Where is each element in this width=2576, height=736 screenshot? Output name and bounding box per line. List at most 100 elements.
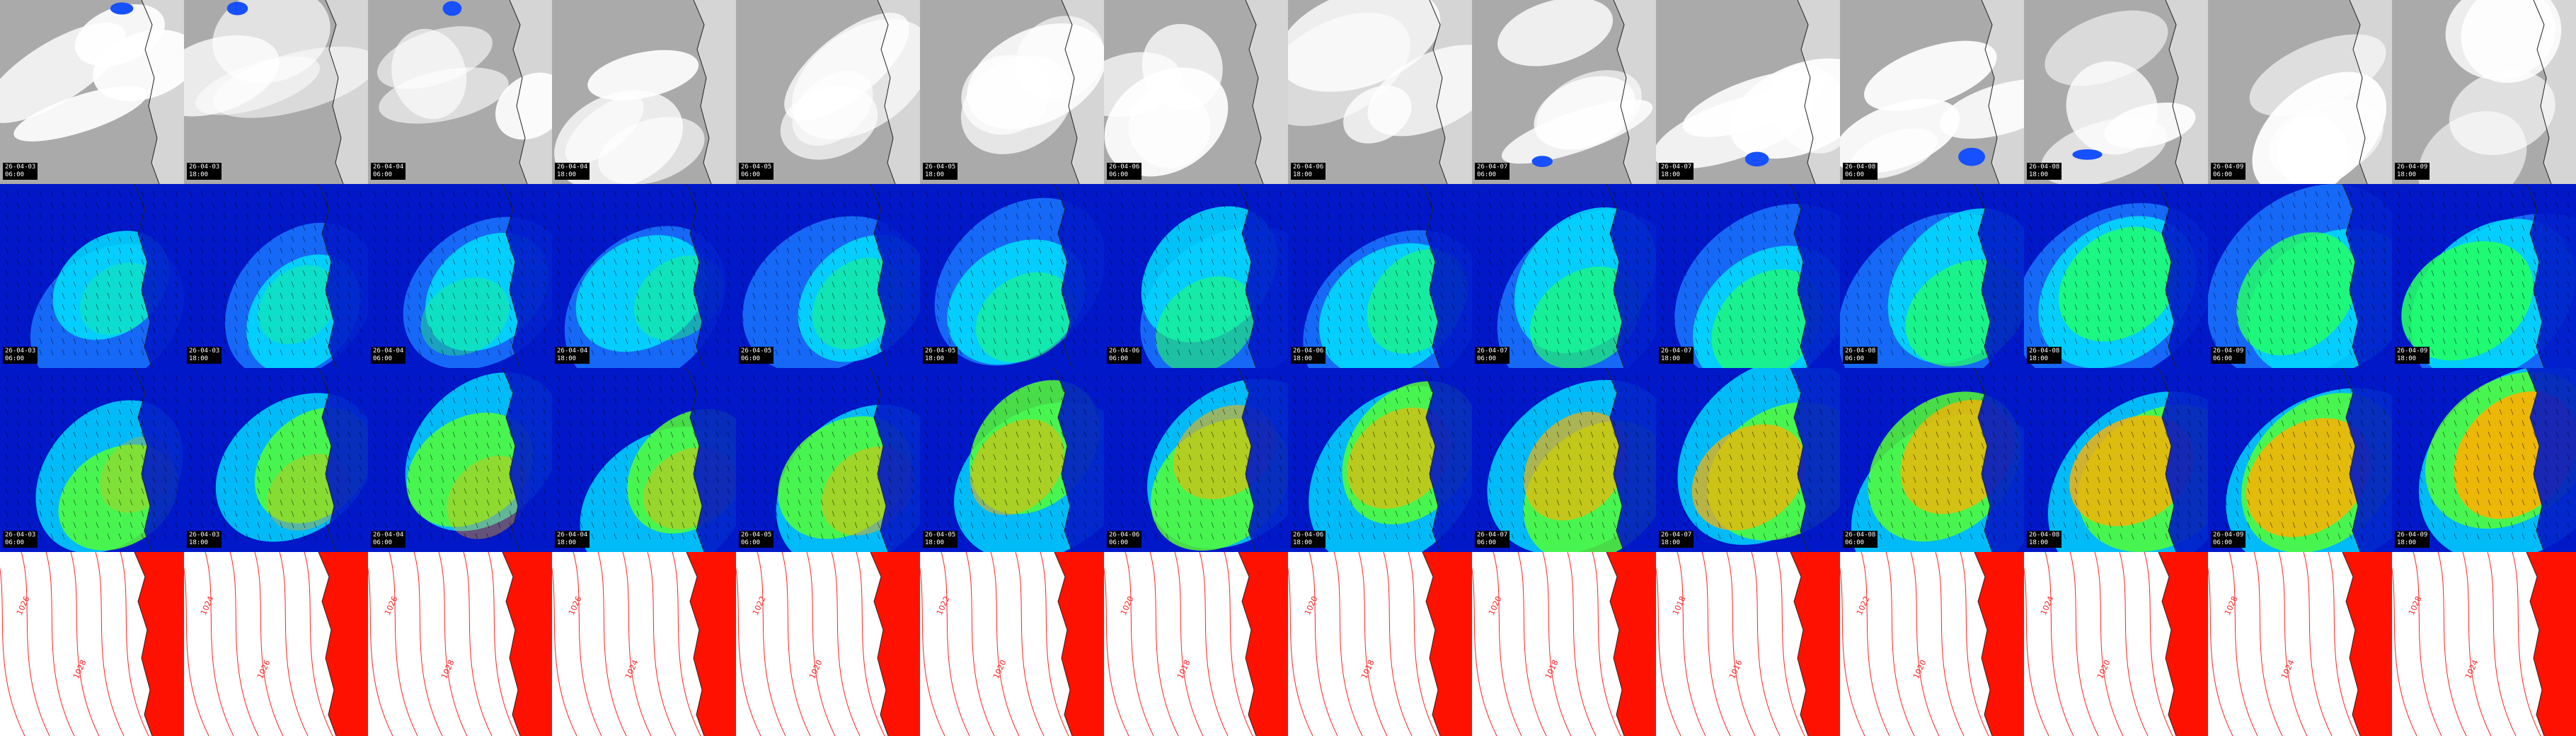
timestamp-badge: 26-04-08 06:00 <box>1843 531 1878 548</box>
wind-arrows <box>5 190 178 356</box>
timestamp-badge: 26-04-09 18:00 <box>2395 163 2430 180</box>
timestamp-date: 26-04-09 <box>2397 531 2428 539</box>
timestamp-badge: 26-04-07 18:00 <box>1659 531 1694 548</box>
coastline <box>1422 368 1441 552</box>
land-area <box>686 552 736 736</box>
isobar-line <box>1840 567 1865 736</box>
isobar-line <box>672 552 701 736</box>
wind-arrows <box>1661 190 1834 356</box>
land-area <box>1798 0 1840 184</box>
timestamp-date: 26-04-05 <box>741 163 772 171</box>
satellite-map <box>552 0 736 184</box>
satellite-map <box>1288 0 1472 184</box>
coastline <box>134 184 153 368</box>
wind-gust-panel: 26-04-05 18:00 <box>920 368 1104 552</box>
land-area <box>2350 0 2392 184</box>
wind-speed-panel: 26-04-09 18:00 <box>2392 184 2576 368</box>
coastline <box>2158 552 2177 736</box>
wind-gust-map <box>0 368 184 552</box>
coastline <box>870 552 889 736</box>
timestamp-badge: 26-04-09 18:00 <box>2395 347 2430 364</box>
wind-speed-map <box>1104 184 1288 368</box>
precipitation-cell <box>110 2 134 15</box>
timestamp-time: 18:00 <box>2029 171 2049 178</box>
isobar-line <box>70 552 100 736</box>
isobar-line <box>1104 567 1129 736</box>
isobar-line <box>2413 552 2442 736</box>
satellite-panel: 26-04-06 18:00 <box>1288 0 1472 184</box>
timestamp-date: 26-04-04 <box>557 163 588 171</box>
land-area <box>502 184 552 368</box>
timestamp-badge: 26-04-05 18:00 <box>923 163 958 180</box>
land-area <box>1606 184 1656 368</box>
isobar-line <box>1149 552 1179 736</box>
satellite-map <box>736 0 920 184</box>
timestamp-badge: 26-04-08 18:00 <box>2027 347 2062 364</box>
isobar-line <box>304 552 333 736</box>
coastline <box>686 184 705 368</box>
satellite-panel: 26-04-03 18:00 <box>184 0 368 184</box>
satellite-panel: 26-04-09 18:00 <box>2392 0 2576 184</box>
wind-band <box>258 265 338 345</box>
timestamp-date: 26-04-08 <box>1845 531 1876 539</box>
wind-speed-map <box>184 184 368 368</box>
isobar-line <box>1199 552 1229 736</box>
land-area <box>870 368 920 552</box>
coastline <box>686 552 705 736</box>
isobar-line <box>2119 552 2149 736</box>
wind-speed-panel: 26-04-04 06:00 <box>368 184 552 368</box>
timestamp-date: 26-04-04 <box>557 531 588 539</box>
pressure-panel: 1026 1028 <box>0 552 184 736</box>
timestamp-time: 18:00 <box>1293 171 1313 178</box>
satellite-map <box>2208 0 2392 184</box>
land-area <box>134 184 184 368</box>
cloud-band <box>1343 86 1412 144</box>
timestamp-time: 18:00 <box>189 539 209 546</box>
wind-arrows <box>1477 374 1650 540</box>
cloud-band <box>74 4 165 67</box>
wind-speed-panel: 26-04-06 18:00 <box>1288 184 1472 368</box>
wind-speed-panel: 26-04-03 18:00 <box>184 184 368 368</box>
wind-gust-panel: 26-04-06 18:00 <box>1288 368 1472 552</box>
pressure-panel: 1022 1020 <box>920 552 1104 736</box>
land-area <box>2342 184 2392 368</box>
isobar-line <box>488 552 517 736</box>
isobar-line <box>438 552 468 736</box>
timestamp-date: 26-04-03 <box>189 347 220 355</box>
timestamp-time: 06:00 <box>1845 171 1865 178</box>
wind-gust-map <box>1104 368 1288 552</box>
timestamp-badge: 26-04-09 06:00 <box>2211 347 2246 364</box>
coastline <box>318 184 337 368</box>
isobar-line <box>1040 552 1069 736</box>
wind-arrows <box>1109 190 1282 356</box>
isobar-line <box>2512 552 2541 736</box>
wind-gust-map <box>552 368 736 552</box>
coastline <box>1790 552 1809 736</box>
satellite-map <box>1840 0 2024 184</box>
wind-gust-panel: 26-04-05 06:00 <box>736 368 920 552</box>
isobar-line <box>1517 552 1547 736</box>
wind-speed-map <box>1472 184 1656 368</box>
isobar-line <box>597 552 627 736</box>
wind-speed-panel: 26-04-05 18:00 <box>920 184 1104 368</box>
coastline <box>693 0 712 184</box>
coastline <box>2526 368 2545 552</box>
coastline <box>877 0 896 184</box>
isobar-line <box>1751 552 1781 736</box>
isobar-line <box>1885 552 1915 736</box>
wind-arrows <box>189 190 362 356</box>
cloud-band <box>587 50 699 100</box>
coastline <box>2342 552 2361 736</box>
cloud-band <box>1288 0 1441 92</box>
coastline <box>1606 552 1625 736</box>
wind-arrows <box>1845 374 2018 540</box>
timestamp-time: 18:00 <box>557 355 577 362</box>
land-area <box>326 0 368 184</box>
land-area <box>1982 0 2024 184</box>
wind-band <box>79 262 159 335</box>
timestamp-date: 26-04-07 <box>1477 347 1508 355</box>
wind-speed-panel: 26-04-03 06:00 <box>0 184 184 368</box>
